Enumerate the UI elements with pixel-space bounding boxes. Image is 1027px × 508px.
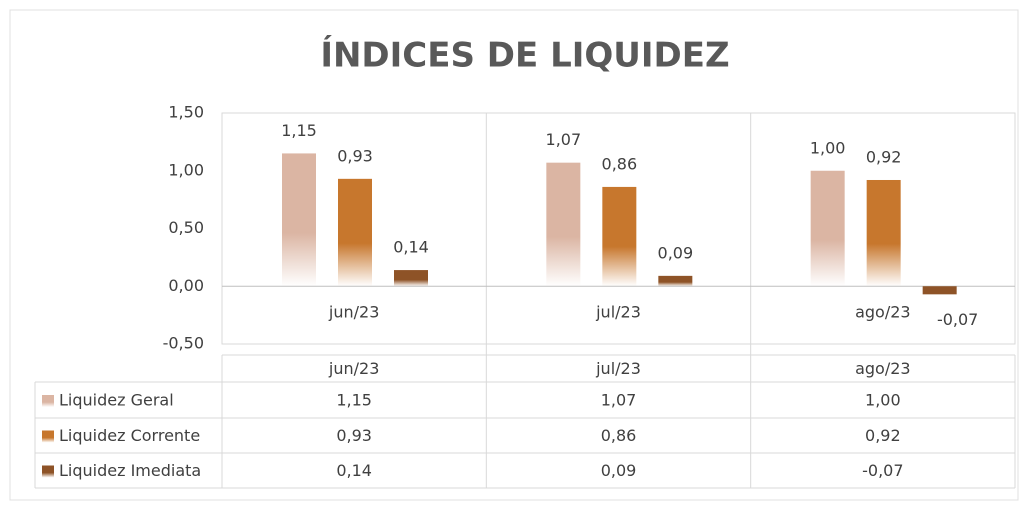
table-header: ago/23: [855, 359, 911, 378]
chart-title: ÍNDICES DE LIQUIDEZ: [320, 35, 729, 76]
bar: [922, 286, 957, 295]
bar: [658, 275, 693, 287]
y-tick-label: -0,50: [163, 334, 204, 353]
data-label: 1,07: [546, 130, 582, 149]
data-label: 0,93: [337, 146, 373, 165]
bar: [546, 162, 581, 287]
data-label: 0,92: [866, 147, 902, 166]
table-header: jun/23: [328, 359, 379, 378]
table-cell: 0,92: [865, 426, 901, 445]
legend-key: [42, 465, 54, 478]
table-cell: 1,07: [601, 391, 637, 410]
bar: [810, 170, 845, 287]
table-cell: 1,15: [336, 391, 372, 410]
y-tick-label: 1,00: [168, 160, 204, 179]
bar: [282, 153, 316, 287]
x-tick-label: ago/23: [855, 303, 911, 322]
y-tick-label: 0,00: [168, 276, 204, 295]
data-label: 0,09: [658, 243, 694, 262]
table-cell: 1,00: [865, 391, 901, 410]
table-cell: -0,07: [862, 461, 903, 480]
x-tick-label: jul/23: [595, 303, 641, 322]
y-tick-label: 1,50: [168, 103, 204, 122]
table-header: jul/23: [595, 359, 641, 378]
bar: [602, 186, 637, 287]
data-label: 0,86: [602, 154, 638, 173]
y-tick-label: 0,50: [168, 218, 204, 237]
bar: [866, 179, 901, 287]
bar: [394, 270, 428, 287]
data-label: 1,00: [810, 138, 846, 157]
x-tick-label: jun/23: [328, 303, 379, 322]
plot-frame: [221, 112, 1016, 345]
data-label: 0,14: [393, 238, 429, 257]
legend-key: [42, 395, 54, 407]
legend-label: Liquidez Geral: [59, 391, 174, 410]
legend-label: Liquidez Corrente: [59, 426, 200, 445]
data-label: -0,07: [937, 310, 978, 329]
table-cell: 0,09: [601, 461, 637, 480]
table-cell: 0,93: [336, 426, 372, 445]
legend-key: [42, 430, 54, 443]
table-cell: 0,86: [601, 426, 637, 445]
table-cell: 0,14: [336, 461, 372, 480]
data-label: 1,15: [281, 121, 317, 140]
legend-label: Liquidez Imediata: [59, 461, 201, 480]
bar: [338, 178, 372, 287]
